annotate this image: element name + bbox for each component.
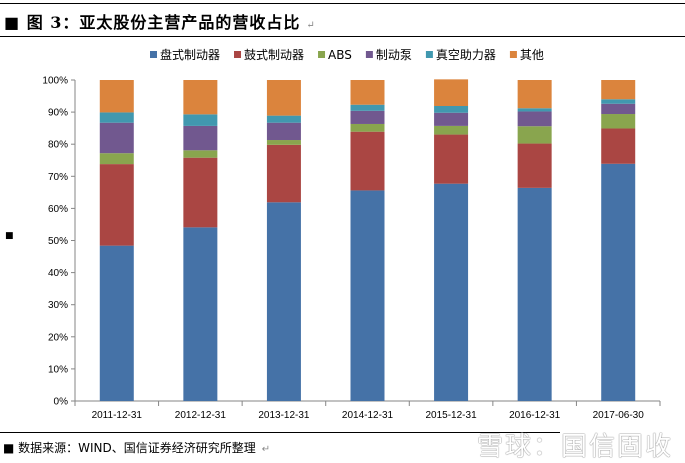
bar-segment [434, 125, 469, 135]
top-rule [0, 3, 685, 4]
bar-segment [99, 153, 134, 165]
bar-segment [434, 106, 469, 113]
bar-segment [99, 112, 134, 123]
side-mark: ■ [5, 231, 14, 241]
legend-swatch [234, 51, 242, 58]
return-mark: ↵ [306, 20, 316, 31]
bar-segment [517, 143, 552, 188]
watermark: 雪球：国信固收 [476, 432, 673, 462]
bar-segment [517, 187, 552, 401]
y-tick-label: 90% [48, 108, 68, 119]
legend-swatch [509, 51, 517, 58]
bar-segment [266, 140, 301, 145]
bar-segment [99, 80, 134, 113]
x-tick-label: 2011-12-31 [92, 410, 143, 421]
bar-segment [434, 134, 469, 184]
y-tick-label: 0% [54, 397, 69, 408]
legend-swatch [150, 51, 157, 58]
x-tick-label: 2014-12-31 [342, 410, 394, 421]
x-tick-label: 2016-12-31 [509, 410, 561, 421]
y-tick-label: 60% [48, 204, 68, 215]
legend-label: 真空助力器 [436, 48, 496, 62]
bar-segment [601, 114, 636, 129]
bar-segment [99, 245, 134, 401]
legend-swatch [425, 51, 433, 58]
bar-segment [183, 157, 218, 228]
figure-title: ■ 图 3：亚太股份主营产品的营收占比 ↵ [4, 9, 316, 33]
bar-segment [266, 202, 301, 401]
bar-segment [434, 112, 469, 126]
bar-segment [266, 80, 301, 116]
y-tick-label: 30% [48, 300, 68, 311]
bar-segment [434, 183, 469, 401]
legend-label: 制动泵 [376, 48, 412, 62]
y-tick-label: 20% [48, 332, 68, 343]
x-tick-label: 2013-12-31 [258, 410, 310, 421]
bar-segment [350, 123, 385, 132]
bar-segment [266, 115, 301, 123]
bar-segment [350, 80, 385, 105]
bar-segment [350, 110, 385, 124]
bar-segment [350, 190, 385, 401]
x-tick-label: 2017-06-30 [593, 410, 645, 421]
bar-segment [434, 79, 469, 107]
bar-segment [517, 111, 552, 127]
y-tick-label: 40% [48, 268, 68, 279]
bar-segment [601, 163, 636, 401]
y-tick-label: 70% [48, 172, 68, 183]
bar-segment [601, 99, 636, 104]
footer-rule [0, 432, 560, 433]
bar-segment [601, 103, 636, 115]
y-tick-label: 100% [42, 76, 68, 87]
bar-segment [183, 150, 218, 158]
y-tick-label: 10% [48, 364, 68, 375]
bar-segment [183, 125, 218, 151]
legend-label: 其他 [520, 48, 544, 62]
bar-segment [350, 131, 385, 191]
bar-segment [350, 104, 385, 111]
x-tick-label: 2015-12-31 [425, 410, 477, 421]
y-tick-label: 50% [48, 236, 68, 247]
legend-label: 鼓式制动器 [244, 48, 304, 62]
legend-swatch [365, 51, 373, 58]
legend-label: 盘式制动器 [160, 47, 220, 62]
title-rule [0, 36, 685, 37]
bar-segment [601, 128, 636, 164]
x-tick-label: 2012-12-31 [175, 410, 227, 421]
legend-swatch [318, 51, 326, 58]
y-tick-label: 80% [48, 140, 68, 151]
bar-segment [517, 108, 552, 112]
bar-segment [517, 80, 552, 109]
bar-segment [183, 114, 218, 126]
bar-segment [183, 80, 218, 115]
bar-segment [517, 126, 552, 144]
bar-segment [99, 164, 134, 246]
bar-segment [266, 122, 301, 141]
bar-segment [99, 122, 134, 154]
source-note: ■ 数据来源：WIND、国信证券经济研究所整理 ↵ [3, 439, 270, 456]
source-text: ■ 数据来源：WIND、国信证券经济研究所整理 [3, 441, 256, 455]
bar-segment [183, 227, 218, 401]
title-text: ■ 图 3：亚太股份主营产品的营收占比 [4, 13, 301, 32]
legend-label: ABS [328, 48, 352, 62]
bar-segment [601, 80, 636, 100]
return-mark: ↵ [261, 444, 271, 455]
bar-segment [266, 144, 301, 203]
